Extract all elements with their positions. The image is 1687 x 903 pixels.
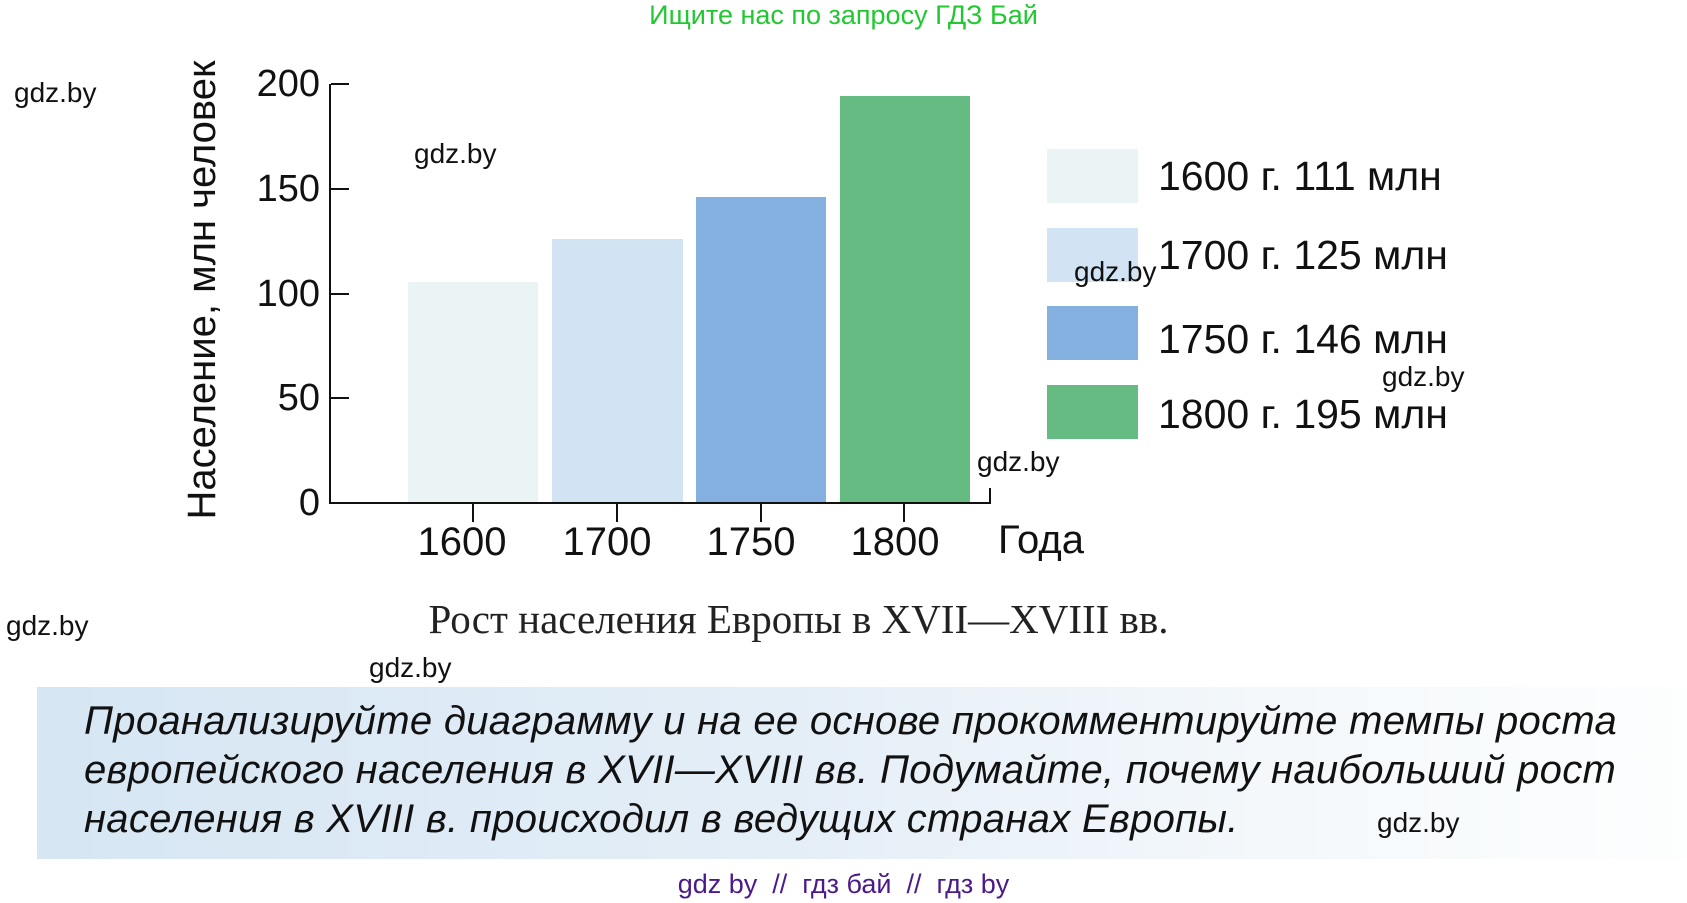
legend-label: 1700 г. 125 млн xyxy=(1158,232,1448,278)
y-tick-mark xyxy=(331,397,349,399)
y-axis-line xyxy=(329,84,331,504)
watermark: gdz.by xyxy=(977,446,1060,477)
bar-1700 xyxy=(552,239,683,504)
bottom-banner-text: gdz by // гдз бай // гдз by xyxy=(677,869,1010,899)
task-text: Проанализируйте диаграмму и на ее основе… xyxy=(84,697,1684,844)
watermark: gdz.by xyxy=(1382,361,1465,392)
task-line: европейского населения в XVII—XVIII вв. … xyxy=(84,748,1617,792)
legend-label: 1750 г. 146 млн xyxy=(1158,316,1448,362)
chart-caption-text: Рост населения Европы в XVII—XVIII вв. xyxy=(428,596,1169,642)
y-tick-label: 100 xyxy=(256,273,320,315)
top-banner: Ищите нас по запросу ГДЗ Бай xyxy=(649,0,1038,30)
x-tick-mark xyxy=(472,504,474,522)
legend-label: 1800 г. 195 млн xyxy=(1158,391,1448,437)
x-tick-mark xyxy=(760,504,762,522)
x-tick-label: 1600 xyxy=(417,520,507,564)
x-axis-line xyxy=(329,502,991,504)
bar-1600 xyxy=(408,282,538,504)
watermark: gdz.by xyxy=(369,652,452,683)
y-tick-mark xyxy=(331,188,349,190)
x-tick-label: 1700 xyxy=(562,520,652,564)
x-tick-label: 1800 xyxy=(850,520,940,564)
watermark: gdz.by xyxy=(1074,256,1157,287)
x-tick-mark xyxy=(903,504,905,522)
task-box xyxy=(37,687,1687,859)
bar-1800 xyxy=(840,96,970,504)
task-line: Проанализируйте диаграмму и на ее основе… xyxy=(84,699,1618,743)
y-tick-label: 200 xyxy=(256,63,320,105)
y-axis-label: Население, млн человек xyxy=(180,60,224,520)
x-tick-label: 1750 xyxy=(706,520,796,564)
y-tick-mark xyxy=(331,293,349,295)
legend-swatch-1700 xyxy=(1047,228,1138,282)
y-tick-label: 0 xyxy=(298,482,320,524)
chart-caption: Рост населения Европы в XVII—XVIII вв. xyxy=(0,596,1687,642)
legend-label: 1600 г. 111 млн xyxy=(1158,153,1442,199)
watermark: gdz.by xyxy=(414,138,497,169)
x-tick-mark xyxy=(616,504,618,522)
watermark: gdz.by xyxy=(14,77,97,108)
watermark: gdz.by xyxy=(1377,807,1460,838)
bottom-banner: gdz by // гдз бай // гдз by xyxy=(0,868,1687,900)
legend-swatch-1750 xyxy=(1047,306,1138,360)
x-axis-end-tick xyxy=(989,488,991,504)
y-tick-label: 150 xyxy=(256,168,320,210)
legend-swatch-1600 xyxy=(1047,149,1138,203)
legend-swatch-1800 xyxy=(1047,385,1138,439)
y-tick-label: 50 xyxy=(277,377,320,419)
task-line: населения в XVIII в. происходил в ведущи… xyxy=(84,797,1239,841)
watermark: gdz.by xyxy=(6,610,89,641)
bar-1750 xyxy=(696,197,826,504)
x-axis-title: Года xyxy=(998,518,1084,562)
y-tick-mark xyxy=(331,83,349,85)
